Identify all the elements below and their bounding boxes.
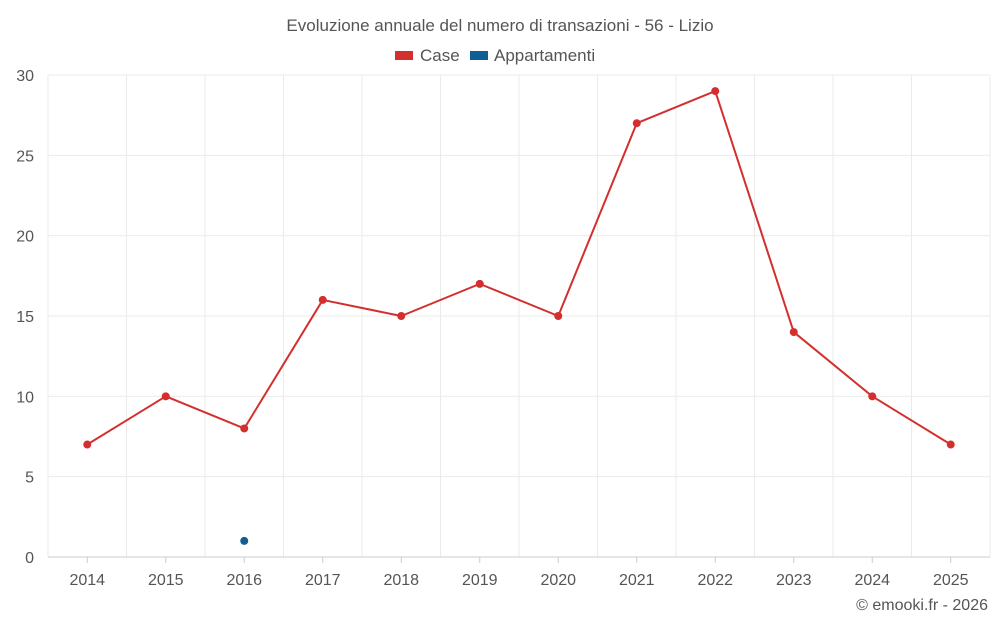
legend-label-appartamenti: Appartamenti <box>494 46 595 65</box>
data-point-appartamenti-2016[interactable] <box>240 536 249 545</box>
data-point-case-2014[interactable] <box>83 440 92 449</box>
y-tick-label: 20 <box>16 229 34 246</box>
series-appartamenti <box>240 536 249 545</box>
legend: Case Appartamenti <box>395 46 595 65</box>
chart-title: Evoluzione annuale del numero di transaz… <box>286 16 713 35</box>
series <box>83 87 955 545</box>
x-tick-label: 2018 <box>383 572 419 589</box>
data-point-case-2015[interactable] <box>161 392 170 401</box>
legend-label-case: Case <box>420 46 460 65</box>
x-tick-label: 2017 <box>305 572 341 589</box>
x-tick-label: 2019 <box>462 572 498 589</box>
legend-swatch-appartamenti <box>470 51 488 60</box>
data-point-case-2024[interactable] <box>868 392 877 401</box>
y-tick-label: 10 <box>16 389 34 406</box>
data-point-case-2017[interactable] <box>318 295 327 304</box>
x-tick-label: 2015 <box>148 572 184 589</box>
series-line-case <box>86 90 952 446</box>
data-point-case-2025[interactable] <box>946 440 955 449</box>
y-tick-label: 5 <box>25 470 34 487</box>
y-tick-label: 25 <box>16 148 34 165</box>
data-point-case-2022[interactable] <box>711 87 720 96</box>
y-tick-label: 15 <box>16 309 34 326</box>
x-tick-label: 2025 <box>933 572 969 589</box>
x-tick-label: 2024 <box>854 572 890 589</box>
data-point-case-2019[interactable] <box>475 279 484 288</box>
x-tick-label: 2016 <box>226 572 262 589</box>
data-point-case-2018[interactable] <box>397 312 406 320</box>
data-point-case-2021[interactable] <box>632 119 641 128</box>
series-case <box>83 87 955 449</box>
x-tick-label: 2020 <box>540 572 576 589</box>
x-tick-label: 2014 <box>69 572 105 589</box>
y-tick-label: 30 <box>16 68 34 85</box>
data-point-case-2020[interactable] <box>554 312 563 320</box>
y-tick-label: 0 <box>25 550 34 567</box>
x-tick-label: 2023 <box>776 572 812 589</box>
data-point-case-2023[interactable] <box>789 328 798 337</box>
x-tick-label: 2022 <box>697 572 733 589</box>
credit-text: © emooki.fr - 2026 <box>856 597 988 614</box>
legend-swatch-case <box>395 51 413 60</box>
legend-item-case[interactable]: Case <box>395 46 460 65</box>
x-tick-label: 2021 <box>619 572 655 589</box>
legend-item-appartamenti[interactable]: Appartamenti <box>470 46 595 65</box>
data-point-case-2016[interactable] <box>240 424 249 433</box>
grid <box>47 74 991 557</box>
